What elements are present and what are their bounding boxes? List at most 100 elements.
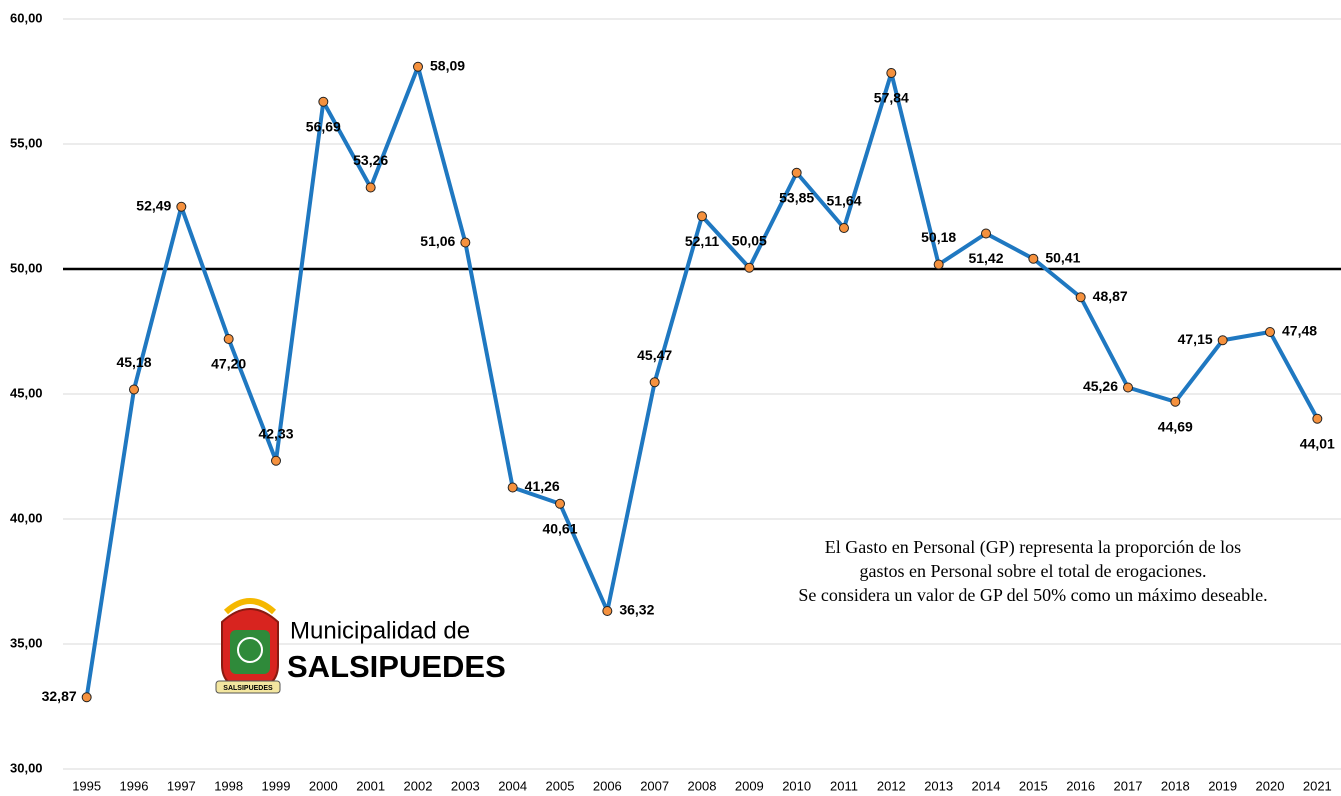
value-label: 51,64 (826, 193, 861, 209)
x-tick-label: 2021 (1303, 778, 1332, 793)
x-tick-label: 2001 (356, 778, 385, 793)
logo-sun (223, 598, 277, 615)
point (1170, 396, 1181, 407)
annotation-line: Se considera un valor de GP del 50% como… (798, 585, 1267, 605)
point (933, 259, 944, 270)
annotation-line: El Gasto en Personal (GP) representa la … (825, 537, 1241, 558)
x-tick-label: 2012 (877, 778, 906, 793)
point (1217, 335, 1228, 346)
value-label: 44,01 (1300, 435, 1335, 451)
x-tick-label: 2002 (404, 778, 433, 793)
point (413, 61, 423, 72)
logo-banner (215, 680, 281, 694)
y-tick-label: 30,00 (10, 760, 43, 775)
x-tick-label: 2003 (451, 778, 480, 793)
value-label: 57,84 (874, 90, 909, 106)
x-tick-label: 2004 (498, 778, 527, 793)
point (744, 262, 755, 273)
point (460, 237, 471, 248)
point (176, 201, 187, 212)
value-label: 56,69 (306, 118, 341, 134)
y-tick-label: 60,00 (10, 10, 43, 25)
y-tick-label: 55,00 (10, 135, 43, 150)
value-label: 42,33 (258, 425, 293, 441)
point (555, 498, 565, 509)
x-tick-label: 2010 (782, 778, 811, 793)
logo-line1: Municipalidad de (290, 617, 470, 644)
point (1123, 382, 1133, 393)
value-label: 51,42 (968, 250, 1003, 266)
x-tick-label: 2006 (593, 778, 622, 793)
x-tick-label: 2020 (1256, 778, 1285, 793)
value-label: 53,85 (779, 189, 814, 205)
point (697, 211, 707, 222)
x-tick-label: 1999 (262, 778, 291, 793)
point (791, 167, 802, 178)
x-tick-label: 2008 (688, 778, 717, 793)
x-tick-label: 1995 (72, 778, 101, 793)
value-label: 45,47 (637, 347, 672, 363)
value-label: 45,26 (1083, 378, 1118, 394)
value-label: 50,05 (732, 232, 767, 248)
value-label: 47,48 (1282, 323, 1317, 339)
value-label: 51,06 (420, 233, 455, 249)
x-tick-label: 2009 (735, 778, 764, 793)
point (507, 482, 518, 493)
x-tick-label: 2014 (972, 778, 1001, 793)
point (839, 223, 849, 233)
annotation-line: gastos en Personal sobre el total de ero… (860, 561, 1207, 581)
value-label: 52,49 (136, 197, 171, 213)
y-tick-label: 35,00 (10, 635, 43, 650)
x-tick-label: 1996 (120, 778, 149, 793)
y-tick-label: 40,00 (10, 510, 43, 525)
x-tick-label: 2011 (830, 778, 858, 793)
logo-emblem (237, 637, 263, 663)
x-tick-label: 2000 (309, 778, 338, 793)
value-label: 41,26 (525, 478, 560, 494)
value-label: 44,69 (1158, 418, 1193, 434)
point (223, 334, 234, 344)
x-tick-label: 2015 (1019, 778, 1048, 793)
point (365, 182, 376, 193)
value-label: 32,87 (42, 688, 77, 704)
point (129, 384, 139, 395)
point (981, 228, 991, 239)
y-tick-label: 45,00 (10, 385, 43, 400)
point (1075, 292, 1086, 303)
value-label: 50,41 (1045, 249, 1080, 265)
point (318, 96, 329, 107)
value-label: 47,15 (1178, 331, 1213, 347)
x-tick-label: 2013 (924, 778, 953, 793)
x-tick-label: 2007 (640, 778, 669, 793)
value-label: 48,87 (1093, 288, 1128, 304)
logo-line2: SALSIPUEDES (287, 649, 506, 684)
point (1312, 413, 1323, 424)
value-label: 36,32 (619, 602, 654, 618)
value-label: 58,09 (430, 57, 465, 73)
point (271, 455, 281, 466)
value-label: 47,20 (211, 356, 246, 372)
x-tick-label: 2005 (546, 778, 575, 793)
logo: SALSIPUEDES Municipalidad de SALSIPUEDES (215, 598, 506, 694)
logo-badge-text: SALSIPUEDES (223, 685, 273, 692)
x-tick-label: 1997 (167, 778, 196, 793)
x-tick-label: 2018 (1161, 778, 1190, 793)
point (602, 606, 613, 616)
x-tick-label: 2016 (1066, 778, 1095, 793)
point (1265, 327, 1275, 337)
point (81, 692, 92, 703)
value-label: 52,11 (685, 233, 719, 249)
point (886, 68, 897, 78)
x-tick-label: 2017 (1114, 778, 1143, 793)
point (649, 377, 660, 388)
point (1028, 253, 1039, 264)
y-tick-label: 50,00 (10, 260, 43, 275)
value-label: 53,26 (353, 152, 388, 168)
x-tick-label: 2019 (1208, 778, 1237, 793)
x-tick-label: 1998 (214, 778, 243, 793)
value-label: 40,61 (542, 520, 577, 536)
value-label: 45,18 (116, 354, 151, 370)
logo-field (230, 630, 270, 674)
value-label: 50,18 (921, 229, 956, 245)
